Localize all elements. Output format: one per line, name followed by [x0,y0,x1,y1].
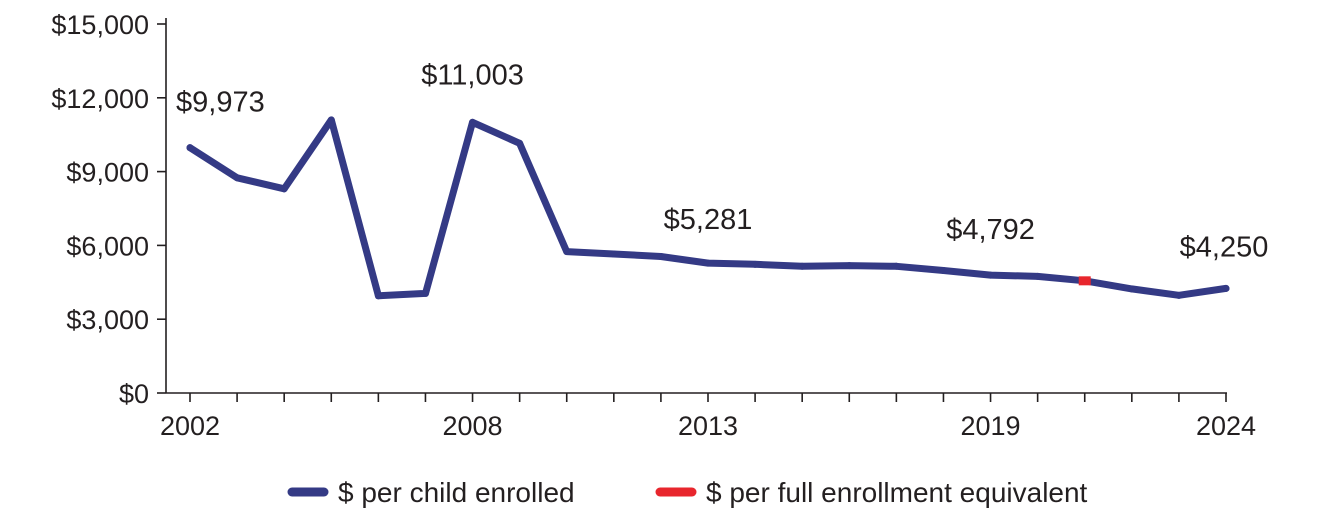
data-point-full-enrollment-equivalent [1078,276,1091,286]
y-tick-label: $12,000 [51,84,149,114]
data-point [469,118,477,126]
data-label: $4,250 [1180,231,1269,263]
y-tick-label: $6,000 [66,231,149,261]
legend: $ per child enrolled $ per full enrollmen… [287,477,1088,508]
legend-label-full-enrollment-equivalent: $ per full enrollment equivalent [706,477,1088,508]
chart-axes [165,18,1227,394]
data-point [374,292,382,300]
legend-label-per-child-enrolled: $ per child enrolled [338,477,575,508]
y-tick-label: $9,000 [66,158,149,188]
data-label: $9,973 [176,87,265,119]
y-tick-label: $0 [119,379,149,409]
data-point [233,174,241,182]
y-axis-ticks: $0 $3,000 $6,000 $9,000 $12,000 $15,000 [51,10,166,409]
data-label: $4,792 [946,214,1035,246]
data-point [1175,291,1183,299]
x-axis-ticks: 2002 2008 2013 2019 2024 [160,393,1256,441]
x-tick-label: 2008 [443,411,503,441]
data-point [892,262,900,270]
data-point [657,252,665,260]
x-tick-label: 2024 [1196,411,1256,441]
data-point [516,139,524,147]
series-layer [186,116,1230,300]
data-labels: $9,973 $11,003 $5,281 $4,792 $4,250 [176,59,1268,263]
data-point [1222,284,1230,292]
data-point [1034,272,1042,280]
data-point [798,262,806,270]
data-point [845,262,853,270]
data-point [610,250,618,258]
data-point [751,260,759,268]
x-tick-label: 2013 [678,411,738,441]
x-tick-label: 2002 [160,411,220,441]
data-point [987,271,995,279]
data-point [704,259,712,267]
data-point [280,185,288,193]
data-point [563,248,571,256]
data-point [186,144,194,152]
y-tick-label: $15,000 [51,10,149,40]
data-point [421,289,429,297]
data-label: $5,281 [664,204,753,236]
data-point [1128,285,1136,293]
data-point [939,266,947,274]
x-tick-label: 2019 [961,411,1021,441]
data-point [327,116,335,124]
y-tick-label: $3,000 [66,305,149,335]
data-label: $11,003 [421,59,524,91]
